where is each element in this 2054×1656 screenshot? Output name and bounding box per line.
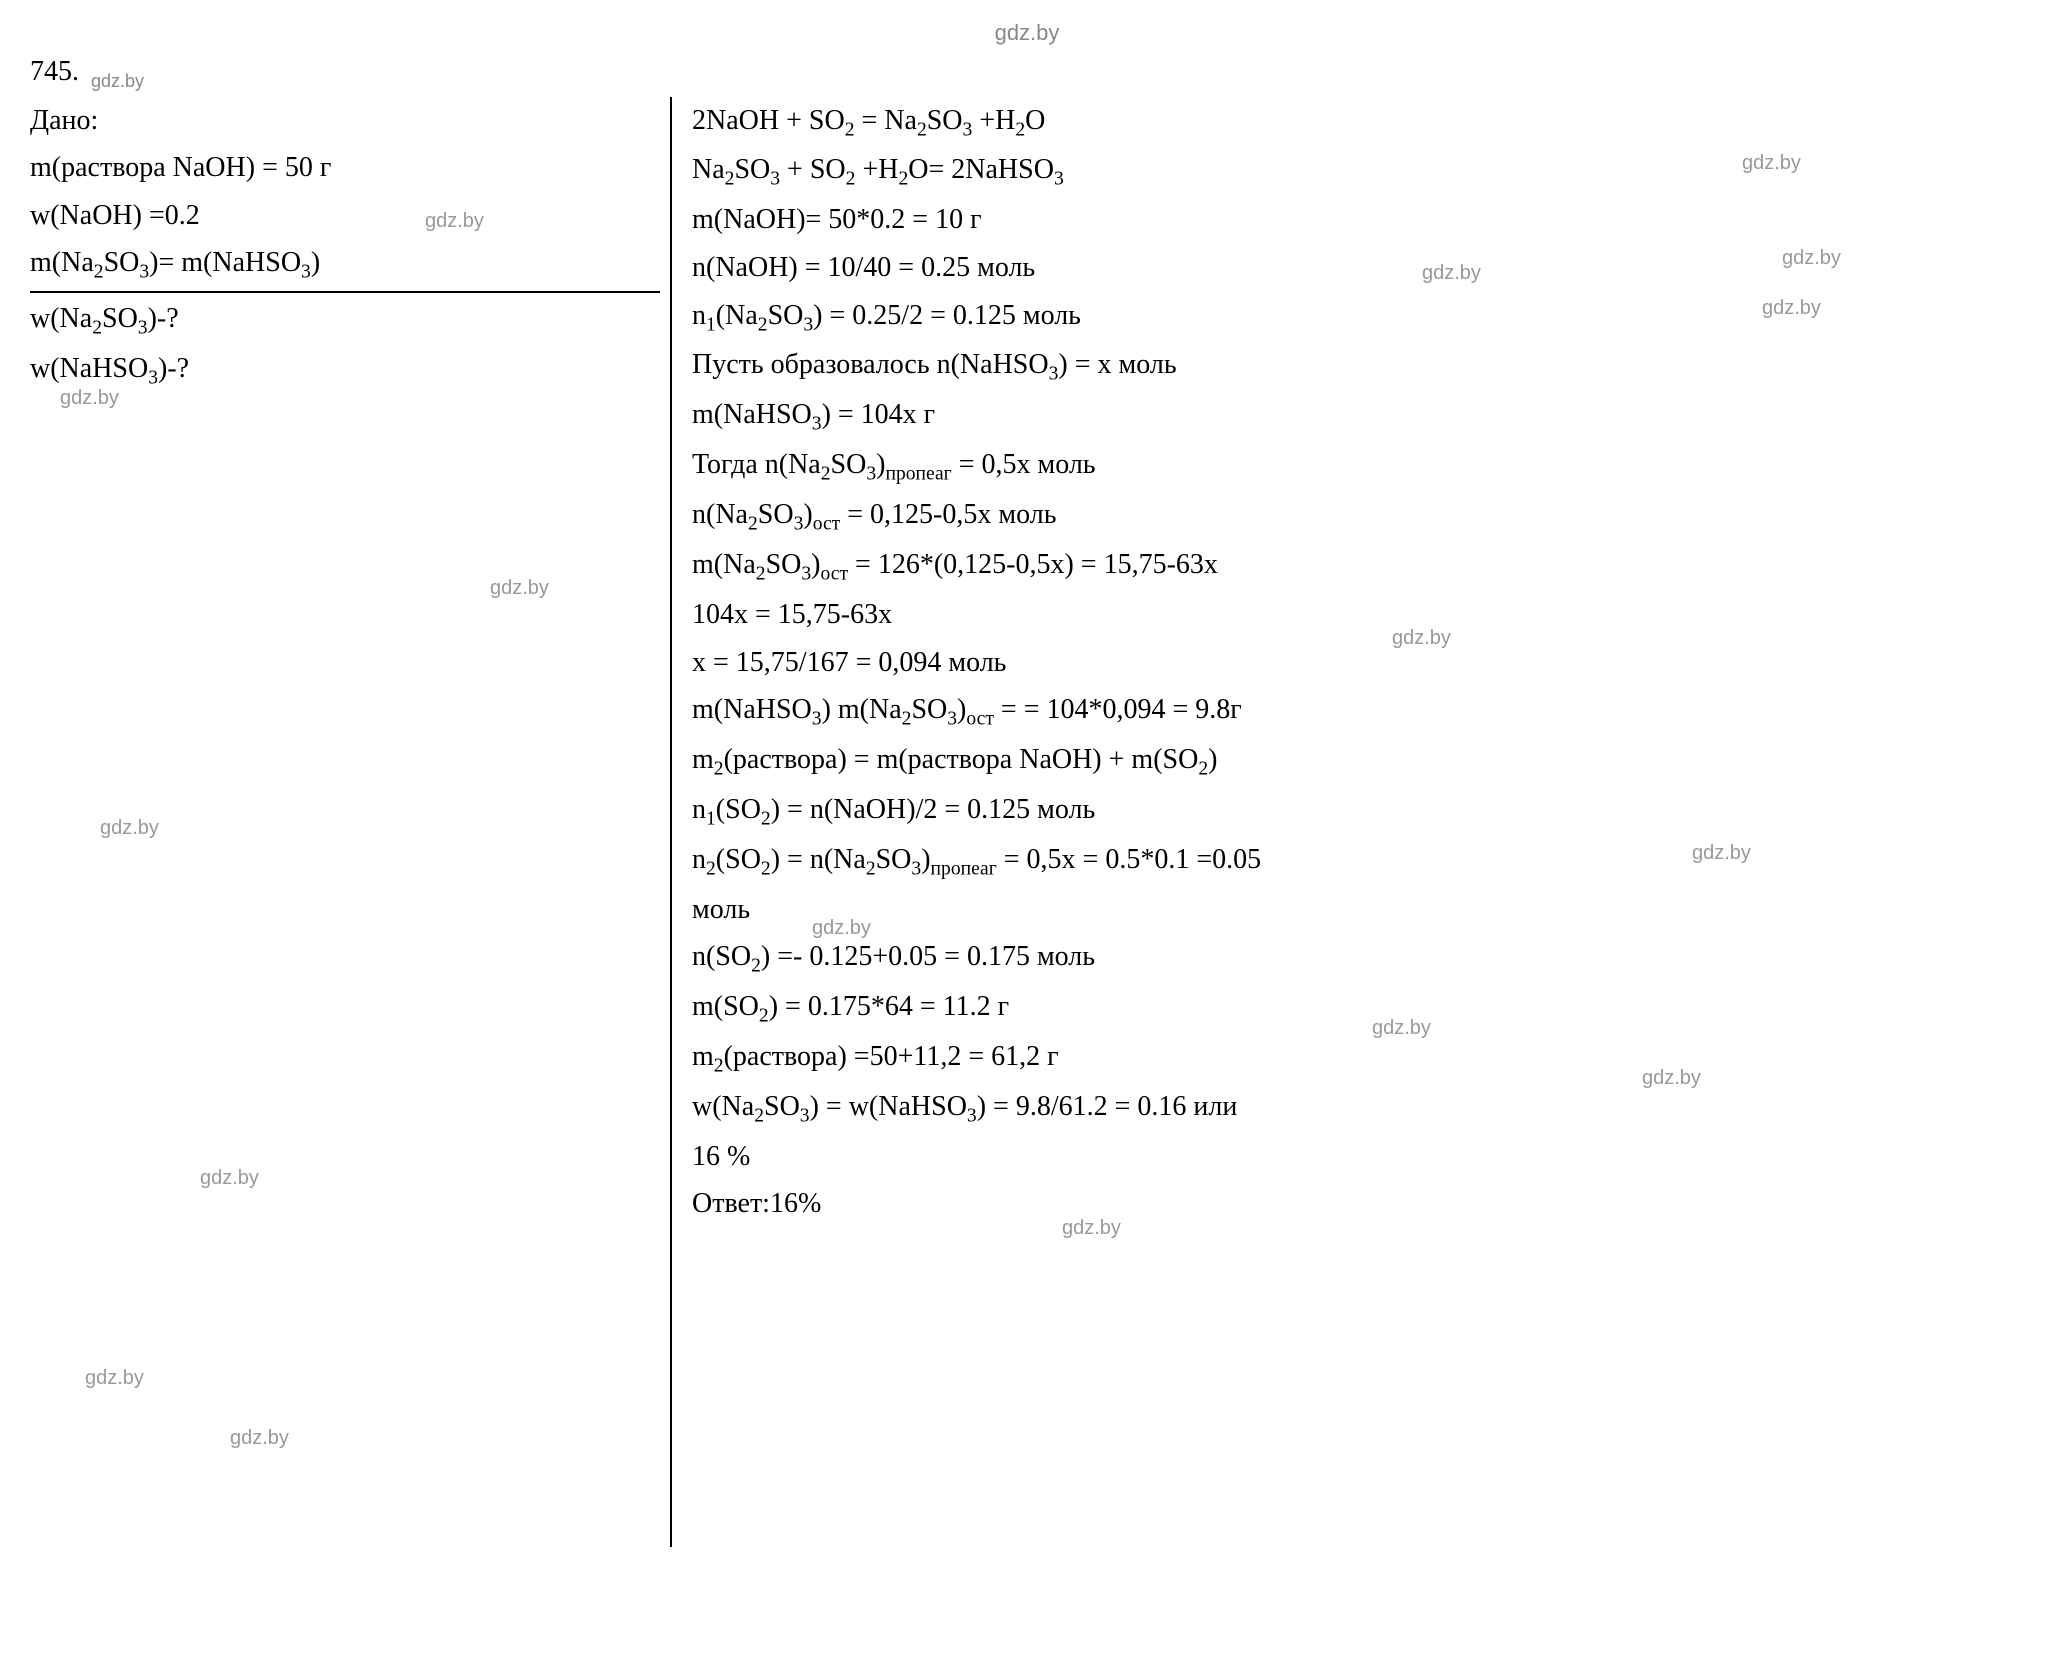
solution-column: 2NaOH + SO2 = Na2SO3 +H2O Na2SO3 + SO2 +…: [672, 97, 2024, 1228]
solution-line: m2(раствора) =50+11,2 = 61,2 г: [692, 1033, 2024, 1083]
solution-line: n2(SO2) = n(Na2SO3)пропеаг = 0,5х = 0.5*…: [692, 836, 2024, 886]
watermark: gdz.by: [490, 577, 549, 600]
solution-line: w(Na2SO3) = w(NaHSO3) = 9.8/61.2 = 0.16 …: [692, 1083, 2024, 1133]
solution-line: n1(SO2) = n(NaOH)/2 = 0.125 моль: [692, 786, 2024, 836]
solution-line: n(NaOH) = 10/40 = 0.25 моль: [692, 244, 2024, 292]
find-line: w(NaHSO3)-?: [30, 345, 660, 395]
solution-line: Na2SO3 + SO2 +H2O= 2NaHSO3: [692, 146, 2024, 196]
watermark: gdz.by: [230, 1427, 289, 1450]
solution-line: m(NaHSO3) = 104х г: [692, 391, 2024, 441]
solution-line: m(SO2) = 0.175*64 = 11.2 г: [692, 983, 2024, 1033]
given-line: w(NaOH) =0.2: [30, 192, 660, 240]
given-column: Дано: m(раствора NaOH) = 50 г w(NaOH) =0…: [30, 97, 670, 1547]
solution-line: 16 %: [692, 1133, 2024, 1181]
solution-line: m(NaOH)= 50*0.2 = 10 г: [692, 196, 2024, 244]
solution-line: m(Na2SO3)ост = 126*(0,125-0,5х) = 15,75-…: [692, 541, 2024, 591]
solution-line: Тогда n(Na2SO3)пропеаг = 0,5х моль: [692, 441, 2024, 491]
solution-line: моль: [692, 886, 2024, 934]
header-watermark: gdz.by: [30, 20, 2024, 46]
given-divider: [30, 291, 660, 293]
given-line: m(раствора NaOH) = 50 г: [30, 144, 660, 192]
given-title: Дано:: [30, 97, 660, 145]
watermark: gdz.by: [100, 817, 159, 840]
solution-line: m(NaHSO3) m(Na2SO3)ост = = 104*0,094 = 9…: [692, 686, 2024, 736]
left-area: Дано: m(раствора NaOH) = 50 г w(NaOH) =0…: [30, 97, 660, 1547]
solution-line: 104х = 15,75-63х: [692, 591, 2024, 639]
problem-number-watermark: gdz.by: [91, 71, 144, 91]
solution-line: 2NaOH + SO2 = Na2SO3 +H2O: [692, 97, 2024, 147]
solution-line: х = 15,75/167 = 0,094 моль: [692, 639, 2024, 687]
solution-line: n(Na2SO3)ост = 0,125-0,5х моль: [692, 491, 2024, 541]
solution-line: Пусть образовалось n(NaHSO3) = х моль: [692, 341, 2024, 391]
solution-line: n(SO2) =- 0.125+0.05 = 0.175 моль: [692, 933, 2024, 983]
right-area: 2NaOH + SO2 = Na2SO3 +H2O Na2SO3 + SO2 +…: [692, 97, 2024, 1228]
watermark: gdz.by: [200, 1167, 259, 1190]
given-line: m(Na2SO3)= m(NaHSO3): [30, 239, 660, 289]
solution-line: n1(Na2SO3) = 0.25/2 = 0.125 моль: [692, 292, 2024, 342]
problem-layout: Дано: m(раствора NaOH) = 50 г w(NaOH) =0…: [30, 97, 2024, 1547]
watermark: gdz.by: [85, 1367, 144, 1390]
find-line: w(Na2SO3)-?: [30, 295, 660, 345]
problem-number-text: 745.: [30, 56, 79, 87]
answer-line: Ответ:16%: [692, 1180, 2024, 1228]
solution-line: m2(раствора) = m(раствора NaOH) + m(SO2): [692, 736, 2024, 786]
problem-number: 745. gdz.by: [30, 56, 2024, 92]
